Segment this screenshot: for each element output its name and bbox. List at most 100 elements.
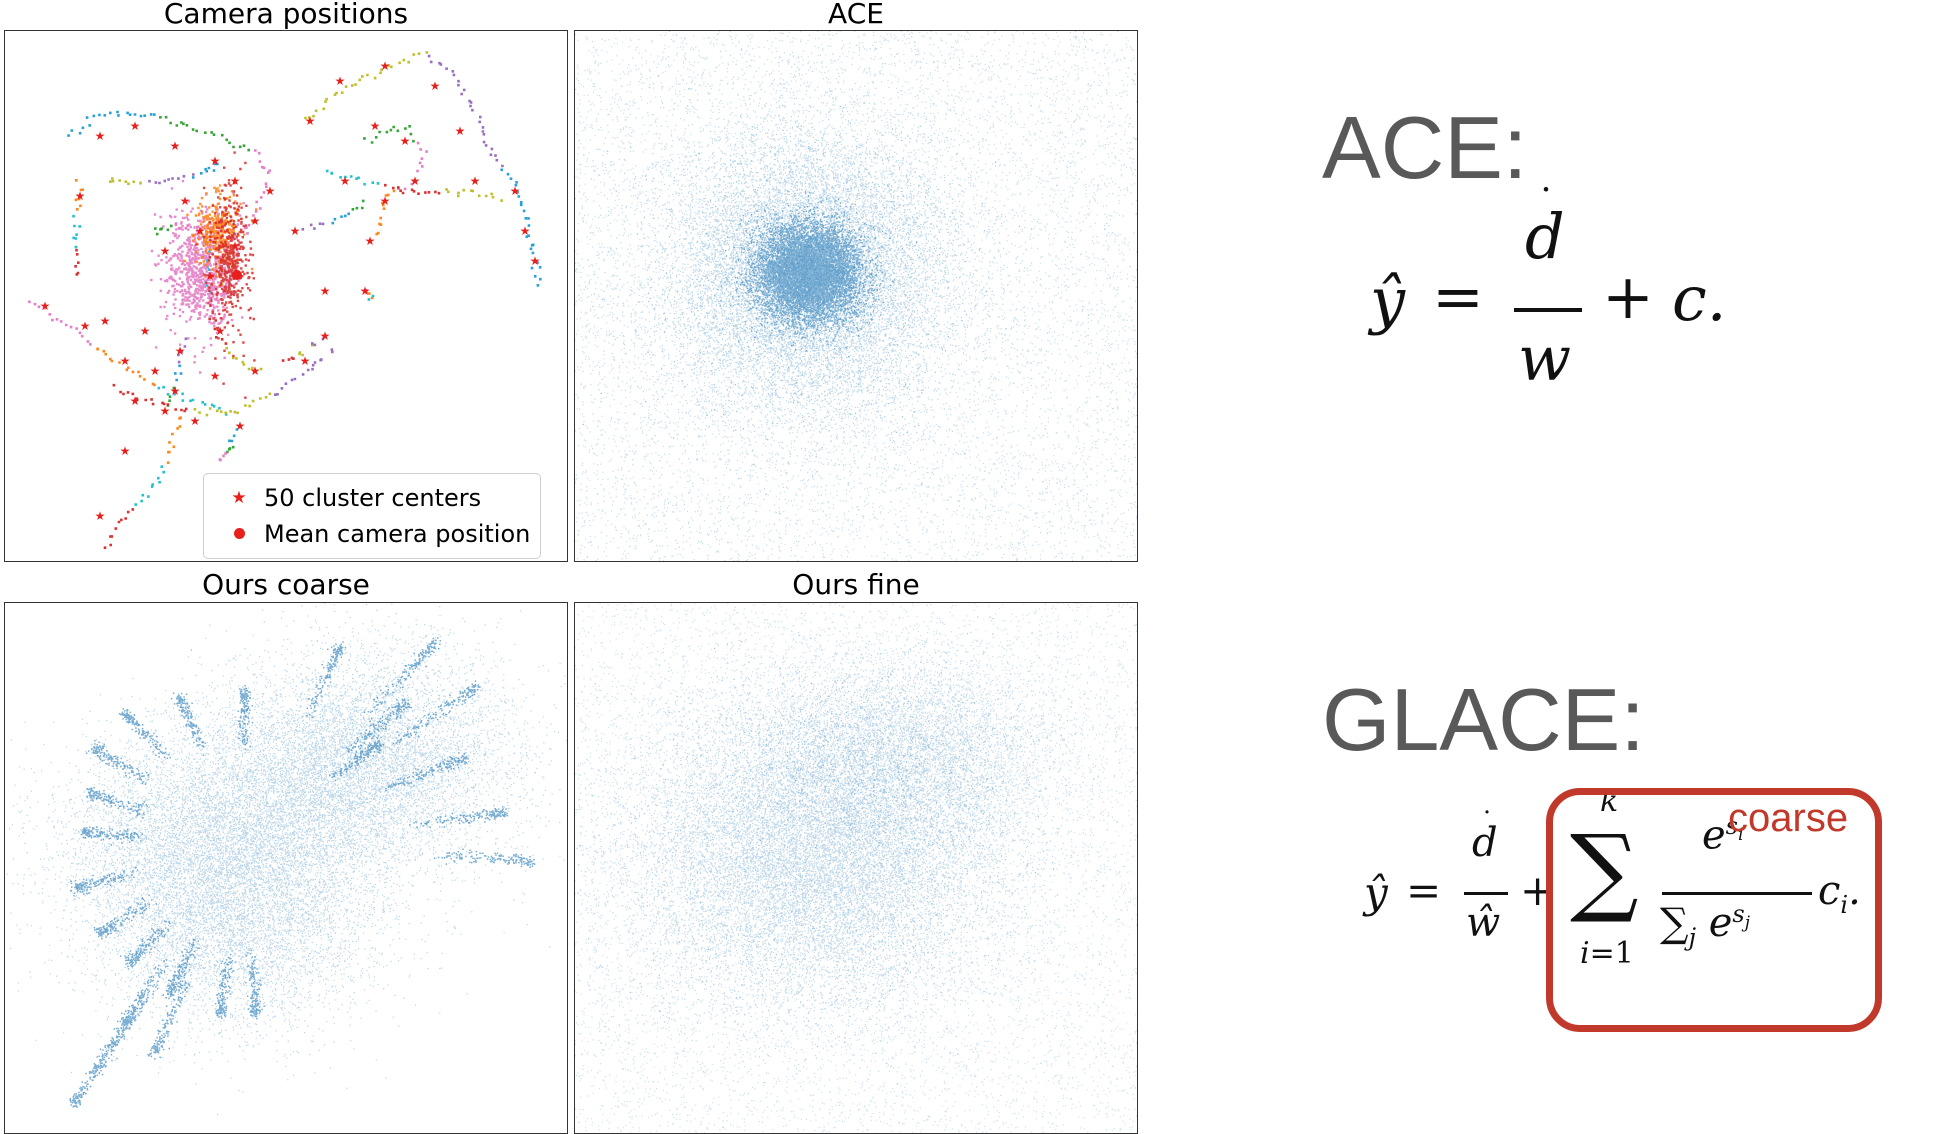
cluster-center-star: ★ bbox=[140, 324, 151, 338]
trajectory-points bbox=[281, 356, 295, 362]
cluster-center-star: ★ bbox=[370, 119, 381, 133]
trajectory-points bbox=[226, 445, 235, 454]
cluster-center-star: ★ bbox=[95, 509, 106, 523]
coarse-highlight-box bbox=[1546, 788, 1882, 1032]
ace-plot-title: ACE bbox=[828, 0, 884, 30]
trajectory-points bbox=[245, 149, 271, 235]
cloud-points bbox=[5, 603, 567, 1116]
ace-equation: ŷ = d ˙ w + c. bbox=[1370, 182, 1727, 395]
cluster-center-star: ★ bbox=[320, 284, 331, 298]
trajectory-points bbox=[177, 337, 188, 364]
trajectory-points bbox=[331, 212, 350, 225]
cluster-center-star: ★ bbox=[130, 119, 141, 133]
trajectory-points bbox=[304, 51, 429, 120]
trajectory-points bbox=[363, 125, 415, 144]
trajectory-points bbox=[109, 177, 142, 186]
cluster-center-star: ★ bbox=[530, 254, 541, 268]
trajectory-points bbox=[367, 294, 375, 301]
trajectory-points bbox=[157, 385, 228, 416]
trajectory-points bbox=[298, 343, 314, 357]
trajectory-points bbox=[166, 386, 176, 407]
cluster-center-star: ★ bbox=[380, 194, 391, 208]
cluster-center-star: ★ bbox=[235, 419, 246, 433]
cluster-center-star: ★ bbox=[230, 239, 241, 253]
glace-heading: GLACE: bbox=[1322, 670, 1645, 769]
cluster-center-star: ★ bbox=[215, 324, 226, 338]
trajectory-points bbox=[74, 248, 80, 276]
trajectory-points bbox=[74, 179, 84, 211]
trajectory-points bbox=[166, 416, 182, 464]
trajectory-points bbox=[67, 110, 156, 137]
trajectory-points bbox=[193, 392, 272, 417]
cluster-center-star: ★ bbox=[290, 224, 301, 238]
cluster-center-star: ★ bbox=[250, 364, 261, 378]
cluster-center-star: ★ bbox=[520, 224, 531, 238]
cluster-center-star: ★ bbox=[80, 319, 91, 333]
legend-label-cluster-centers: 50 cluster centers bbox=[264, 484, 482, 512]
cluster-center-star: ★ bbox=[175, 344, 186, 358]
cluster-center-star: ★ bbox=[455, 124, 466, 138]
spike-points bbox=[69, 637, 536, 1108]
trajectory-points bbox=[445, 188, 503, 202]
dot-marker-icon bbox=[214, 524, 264, 544]
trajectory-points bbox=[112, 383, 188, 413]
ours-fine-scatter-canvas bbox=[575, 603, 1137, 1133]
trajectory-points bbox=[159, 115, 250, 152]
cluster-center-star: ★ bbox=[190, 414, 201, 428]
cluster-center-star: ★ bbox=[340, 174, 351, 188]
cluster-center-star: ★ bbox=[170, 139, 181, 153]
cluster-center-star: ★ bbox=[470, 174, 481, 188]
legend-entry-cluster-centers: ★ 50 cluster centers bbox=[214, 480, 530, 516]
trajectory-points bbox=[154, 224, 173, 236]
mean-camera-position-dot bbox=[232, 270, 242, 280]
cluster-center-star: ★ bbox=[120, 354, 131, 368]
cluster-center-star: ★ bbox=[75, 189, 86, 203]
ours-coarse-scatter-plot bbox=[4, 602, 568, 1134]
camera-positions-canvas: ★ ★ ★ ★ ★ ★ ★ ★ ★ ★ ★ ★ ★ ★ ★ ★ ★ ★ ★ ★ ★ ★ ★ ★ ★ ★ ★ ★ ★ ★ ★ ★ ★ ★ ★ ★ ★ ★ ★ ★… bbox=[28, 51, 542, 549]
cluster-center-star: ★ bbox=[430, 79, 441, 93]
cluster-center-star: ★ bbox=[205, 269, 216, 283]
legend: ★ 50 cluster centers Mean camera positio… bbox=[203, 473, 542, 559]
cluster-center-star: ★ bbox=[195, 224, 206, 238]
cloud-points bbox=[575, 604, 1123, 1129]
cluster-center-star: ★ bbox=[230, 174, 241, 188]
cluster-center-star: ★ bbox=[380, 59, 391, 73]
trajectory-points bbox=[500, 168, 542, 287]
cluster-center-star: ★ bbox=[365, 234, 376, 248]
trajectory-points bbox=[274, 348, 334, 396]
trajectory-points bbox=[384, 183, 441, 195]
trajectory-points bbox=[173, 364, 183, 390]
cluster-center-markers: ★ ★ ★ ★ ★ ★ ★ ★ ★ ★ ★ ★ ★ ★ ★ ★ ★ ★ ★ ★ ★ ★ ★ ★ ★ ★ ★ ★ ★ ★ ★ ★ ★ ★ ★ ★ ★ ★ ★ ★… bbox=[40, 59, 541, 523]
cluster-center-star: ★ bbox=[100, 314, 111, 328]
cluster-center-star: ★ bbox=[300, 354, 311, 368]
ace-heading: ACE: bbox=[1322, 98, 1528, 197]
trajectory-points bbox=[28, 300, 92, 346]
trajectory-points bbox=[103, 508, 135, 549]
trajectory-points bbox=[368, 292, 374, 300]
trajectory-points bbox=[96, 347, 156, 387]
trajectory-points bbox=[397, 141, 428, 191]
trajectory-points bbox=[218, 452, 227, 462]
trajectory-points bbox=[351, 199, 365, 211]
trajectory-points bbox=[225, 346, 263, 371]
trajectory-points bbox=[427, 54, 504, 168]
trajectory-points bbox=[134, 465, 165, 506]
cluster-center-star: ★ bbox=[160, 404, 171, 418]
trajectory-points bbox=[148, 173, 195, 185]
cluster-center-star: ★ bbox=[210, 369, 221, 383]
trajectory-points bbox=[375, 189, 396, 236]
cluster-center-star: ★ bbox=[210, 154, 221, 168]
coarse-label: coarse bbox=[1728, 796, 1849, 840]
cluster-center-star: ★ bbox=[265, 184, 276, 198]
cluster-center-star: ★ bbox=[170, 384, 181, 398]
trajectory-points bbox=[228, 428, 239, 443]
ours-fine-title: Ours fine bbox=[792, 568, 920, 601]
ours-coarse-title: Ours coarse bbox=[202, 568, 370, 601]
cluster-center-star: ★ bbox=[160, 244, 171, 258]
trajectory-points bbox=[325, 169, 380, 186]
ace-scatter-canvas bbox=[575, 31, 1137, 561]
trajectory-points bbox=[191, 162, 219, 179]
cluster-center-star: ★ bbox=[305, 114, 316, 128]
cluster-center-star: ★ bbox=[400, 134, 411, 148]
cluster-center-star: ★ bbox=[120, 444, 131, 458]
